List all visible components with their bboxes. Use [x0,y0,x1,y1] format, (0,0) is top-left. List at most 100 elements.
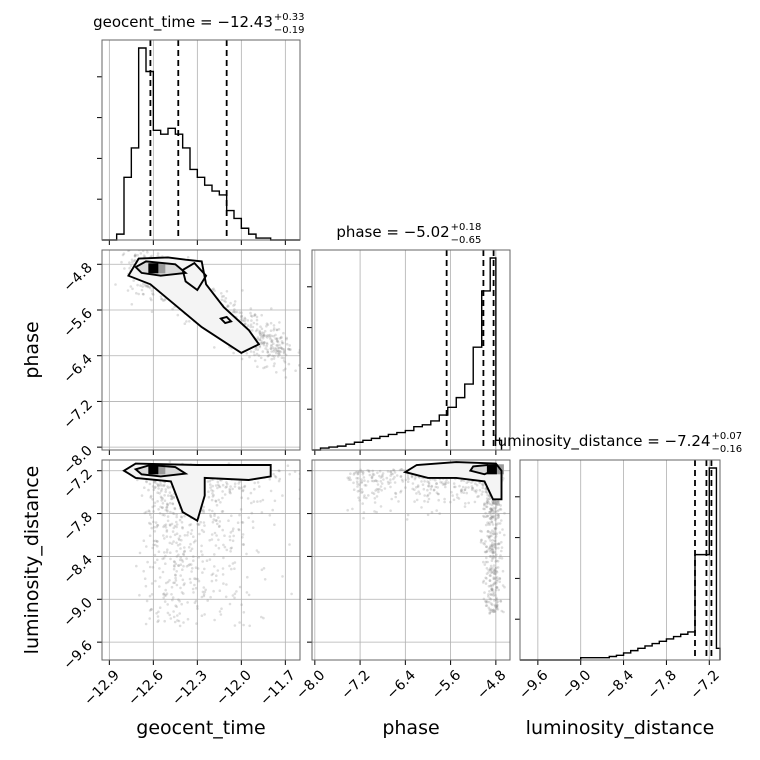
sample-point [221,496,224,500]
sample-point [394,491,397,495]
sample-point [457,497,461,500]
sample-point [435,491,439,495]
sample-point [174,579,178,582]
sample-point [496,566,500,569]
sample-point [489,555,493,558]
sample-point [492,582,495,586]
sample-point [398,468,402,472]
sample-point [166,580,170,584]
sample-point [183,534,187,537]
sample-point [200,509,204,513]
sample-point [162,556,166,560]
sample-point [172,560,176,563]
sample-point [152,539,156,543]
sample-point [175,549,178,553]
sample-point [464,502,467,505]
sample-point [484,550,488,554]
sample-point [154,481,157,484]
sample-point [212,589,215,593]
sample-point [148,286,152,290]
sample-point [449,500,452,504]
sample-point [494,502,497,506]
sample-point [381,472,385,475]
sample-point [229,301,232,305]
sample-point [218,610,222,613]
x-axis-labels: geocent_time phase luminosity_distance [136,717,714,739]
sample-point [470,485,474,488]
sample-point [386,480,390,484]
sample-point [375,495,379,498]
sample-point [255,315,259,319]
sample-point [462,491,466,495]
sample-point [262,567,266,570]
sample-point [192,559,195,562]
sample-point [493,500,497,503]
title-geocent_time: geocent_time = −12.43 [93,13,273,32]
sample-point [495,576,499,579]
sample-point [486,560,489,564]
sample-point [262,333,265,337]
hist-geocent_time [102,47,300,241]
sample-point [285,342,289,346]
sample-point [495,524,498,527]
sample-point [277,327,281,331]
sample-point [153,501,157,505]
sample-point [346,476,350,480]
sample-point [497,542,500,546]
contour-fill-outer [124,463,271,521]
sample-point [163,619,166,623]
sample-point [224,297,228,300]
sample-point [158,484,162,487]
sample-point [203,613,206,616]
sample-point [492,577,496,580]
sample-point [153,530,157,533]
sample-point [273,523,276,526]
sample-point [259,333,262,337]
sample-point [180,521,184,524]
sample-point [383,487,387,490]
sample-point [413,500,416,503]
sample-point [232,310,235,314]
sample-point [488,608,491,612]
sample-point [152,543,155,547]
sample-point [171,596,175,599]
sample-point [393,475,396,479]
sample-point [133,254,137,258]
sample-point [410,475,414,478]
sample-point [160,297,164,301]
sample-point [349,472,352,476]
sample-point [399,490,402,494]
sample-point [164,490,167,494]
sample-point [484,540,487,543]
sample-point [348,476,351,479]
sample-point [493,510,496,513]
sample-point [228,535,232,538]
sample-point [156,524,159,527]
sample-point [494,506,498,509]
sample-point [480,530,484,533]
sample-point [426,500,430,504]
sample-point [223,299,226,303]
sample-point [253,481,256,485]
sample-point [499,507,502,511]
sample-point [156,524,160,527]
x-label-luminosity_distance: luminosity_distance [526,717,715,739]
sample-point [491,584,495,587]
sample-point [495,579,499,583]
sample-point [161,570,165,574]
sample-point [231,529,234,533]
sample-point [167,494,170,497]
sample-point [489,545,492,549]
sample-point [269,321,273,325]
sample-point [489,568,493,571]
sample-point [217,484,221,488]
sample-point [249,311,252,315]
y-tick-label: −9.6 [60,638,95,673]
sample-point [495,586,498,589]
sample-point [237,486,241,489]
sample-point [503,585,506,589]
sample-point [170,497,173,501]
sample-point [494,517,498,521]
sample-point [363,494,366,497]
sample-point [202,593,206,596]
